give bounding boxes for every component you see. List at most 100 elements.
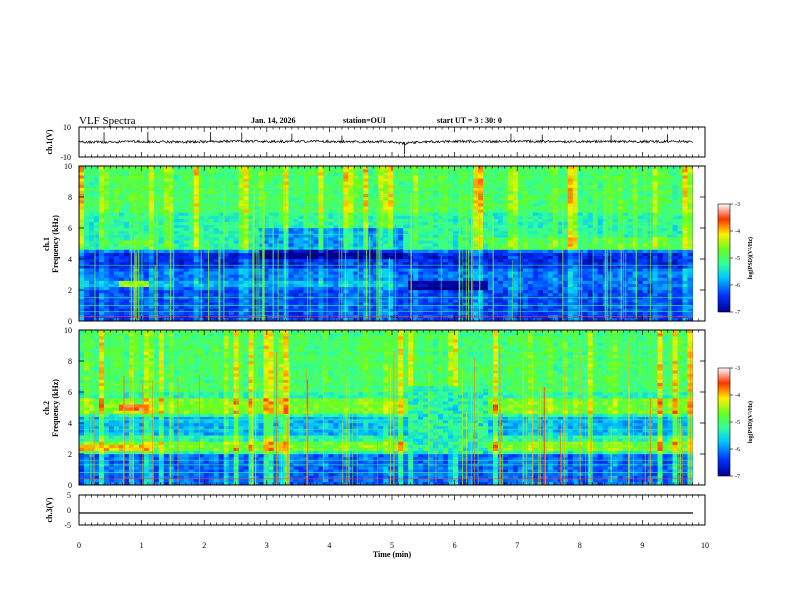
spectrogram-cell (553, 302, 558, 305)
spectrogram-cell (503, 259, 508, 262)
spectrogram-cell (548, 259, 553, 262)
spectrogram-cell (493, 212, 498, 215)
spectrogram-cell (109, 188, 114, 191)
spectrogram-cell (548, 237, 553, 240)
spectrogram-cell (283, 302, 288, 305)
spectrogram-cell (453, 222, 458, 225)
spectrogram-cell (368, 206, 373, 209)
spectrogram-cell (568, 271, 573, 274)
spectrogram-cell (423, 253, 428, 256)
spectrogram-cell (99, 287, 104, 290)
spectrogram-cell (383, 215, 388, 218)
spectrogram-cell (528, 312, 533, 315)
spectrogram-cell (214, 243, 219, 246)
spectrogram-cell (303, 222, 308, 225)
spectrogram-cell (283, 305, 288, 308)
spectrogram-cell (104, 281, 109, 284)
spectrogram-cell (303, 175, 308, 178)
spectrogram-cell (293, 188, 298, 191)
spectrogram-cell (383, 271, 388, 274)
spectrogram-cell (528, 274, 533, 277)
spectrogram-cell (109, 222, 114, 225)
spectrogram-cell (553, 231, 558, 234)
spectrogram-cell (448, 169, 453, 172)
spectrogram-cell (418, 302, 423, 305)
spectrogram-cell (318, 178, 323, 181)
spectrogram-cell (194, 215, 199, 218)
spectrogram-cell (398, 305, 403, 308)
spectrogram-cell (288, 234, 293, 237)
spectrogram-cell (533, 175, 538, 178)
spectrogram-cell (224, 188, 229, 191)
spectrogram-cell (423, 259, 428, 262)
spectrogram-cell (318, 209, 323, 212)
spectrogram-cell (383, 305, 388, 308)
spectrogram-cell (214, 175, 219, 178)
spectrogram-cell (139, 308, 144, 311)
spectrogram-cell (298, 219, 303, 222)
spectrogram-cell (518, 237, 523, 240)
spectrogram-cell (313, 250, 318, 253)
spectrogram-cell (563, 302, 568, 305)
spectrogram-cell (433, 237, 438, 240)
spectrogram-cell (403, 259, 408, 262)
spectrogram-cell (463, 274, 468, 277)
spectrogram-cell (418, 181, 423, 184)
spectrogram-cell (129, 169, 134, 172)
spectrogram-cell (463, 219, 468, 222)
spectrogram-cell (293, 197, 298, 200)
spectrogram-cell (274, 181, 279, 184)
spectrogram-cell (179, 265, 184, 268)
spectrogram-cell (323, 178, 328, 181)
spectrogram-cell (124, 265, 129, 268)
spectrogram-cell (89, 212, 94, 215)
spectrogram-cell (139, 200, 144, 203)
spectrogram-cell (89, 175, 94, 178)
spectrogram-cell (443, 215, 448, 218)
spectrogram-cell (478, 243, 483, 246)
spectrogram-cell (393, 203, 398, 206)
spectrogram-cell (563, 299, 568, 302)
spectrogram-cell (274, 203, 279, 206)
spectrogram-cell (528, 290, 533, 293)
spectrogram-cell (413, 178, 418, 181)
spectrogram-cell (478, 222, 483, 225)
spectrogram-cell (438, 243, 443, 246)
spectrogram-cell (279, 197, 284, 200)
spectrogram-cell (224, 299, 229, 302)
spectrogram-cell (79, 203, 84, 206)
spectrogram-cell (184, 172, 189, 175)
spectrogram-cell (209, 191, 214, 194)
spectrogram-cell (279, 209, 284, 212)
spectrogram-cell (288, 169, 293, 172)
spectrogram-cell (503, 200, 508, 203)
spectrogram-cell (79, 299, 84, 302)
spectrogram-cell (159, 281, 164, 284)
spectrogram-cell (214, 284, 219, 287)
spectrogram-cell (338, 172, 343, 175)
spectrogram-cell (423, 277, 428, 280)
spectrogram-cell (279, 234, 284, 237)
spectrogram-cell (189, 293, 194, 296)
spectrogram-cell (423, 271, 428, 274)
spectrogram-cell (348, 268, 353, 271)
spectrogram-cell (333, 302, 338, 305)
spectrogram-cell (343, 308, 348, 311)
spectrogram-cell (99, 237, 104, 240)
spectrogram-cell (418, 225, 423, 228)
spectrogram-cell (428, 259, 433, 262)
spectrogram-cell (79, 312, 84, 315)
spectrogram-cell (478, 293, 483, 296)
spectrogram-cell (79, 237, 84, 240)
spectrogram-cell (528, 256, 533, 259)
spectrogram-cell (303, 178, 308, 181)
spectrogram-cell (124, 188, 129, 191)
spectrogram-cell (239, 302, 244, 305)
spectrogram-cell (553, 188, 558, 191)
spectrogram-cell (239, 256, 244, 259)
spectrogram-cell (99, 234, 104, 237)
spectrogram-cell (209, 277, 214, 280)
spectrogram-cell (533, 299, 538, 302)
spectrogram-cell (219, 206, 224, 209)
spectrogram-cell (473, 290, 478, 293)
